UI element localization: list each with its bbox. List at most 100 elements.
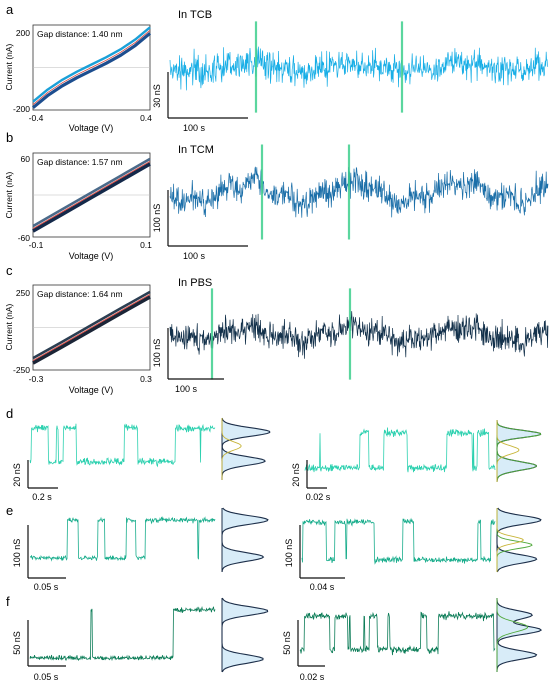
scalebar-x-label-d-right: 0.02 s xyxy=(306,492,331,502)
iv-gap-label-c: Gap distance: 1.64 nm xyxy=(37,289,123,299)
scalebar-x-label-a: 100 s xyxy=(183,123,206,133)
panel-letter-b: b xyxy=(6,130,13,145)
scalebar-x-label-f-left: 0.05 s xyxy=(34,672,59,682)
scalebar-y-label-d-left: 20 nS xyxy=(12,463,22,487)
iv-ytick-bottom-c: -250 xyxy=(13,365,30,375)
histogram-e-right xyxy=(496,507,542,573)
scalebar-y-label-c: 100 nS xyxy=(152,339,162,368)
iv-xtick-left-b: -0.1 xyxy=(29,240,44,250)
iv-curve-b-2 xyxy=(32,161,151,229)
panel-letter-f: f xyxy=(6,594,10,609)
iv-ylabel-c: Current (nA) xyxy=(4,303,14,350)
hist-d-right-fill xyxy=(497,420,541,482)
iv-xtick-right-b: 0.1 xyxy=(140,240,152,250)
iv-ylabel-b: Current (nA) xyxy=(4,171,14,218)
iv-curve-a-0 xyxy=(31,32,152,109)
iv-curve-b-1 xyxy=(32,157,151,228)
trace-f-left xyxy=(29,605,216,662)
panel-letter-d: d xyxy=(6,406,13,421)
hist-f-right-envelope xyxy=(496,598,543,672)
iv-xtick-right-a: 0.4 xyxy=(140,113,152,123)
trace-f-right xyxy=(299,611,496,656)
iv-gap-label-b: Gap distance: 1.57 nm xyxy=(37,157,123,167)
scalebar-e-left: 100 nS 0.05 s xyxy=(12,525,66,592)
histogram-e-left xyxy=(221,507,269,573)
panel-c: c Gap distance: 1.64 nm 250 -250 -0.3 0.… xyxy=(4,263,549,395)
iv-curve-c-1 xyxy=(32,290,151,360)
iv-xtick-left-a: -0.4 xyxy=(29,113,44,123)
iv-xtick-left-c: -0.3 xyxy=(29,374,44,384)
iv-gap-label-a: Gap distance: 1.40 nm xyxy=(37,29,123,39)
scalebar-y-label-e-right: 100 nS xyxy=(284,539,294,568)
iv-curve-a-1 xyxy=(32,26,151,103)
scalebar-c: 100 nS 100 s xyxy=(152,328,224,394)
hist-e-right-component-1 xyxy=(496,508,525,572)
iv-curve-b-0 xyxy=(32,162,151,233)
trace-d-left-signal xyxy=(29,423,216,468)
iv-plot-c: Gap distance: 1.64 nm 250 -250 -0.3 0.3 … xyxy=(4,284,152,395)
iv-curve-c-2 xyxy=(32,294,151,361)
trace-e-right-signal xyxy=(301,517,496,565)
iv-curve-a-2 xyxy=(32,29,151,106)
scalebar-f-left: 50 nS 0.05 s xyxy=(12,620,66,682)
iv-xlabel-b: Voltage (V) xyxy=(69,251,114,261)
hist-f-right-component-0 xyxy=(496,598,529,672)
trace-e-right xyxy=(301,517,496,565)
scalebar-a: 30 nS 100 s xyxy=(152,72,248,133)
hist-d-right-component-2 xyxy=(496,420,520,482)
trace-e-left-signal xyxy=(29,516,216,562)
trace-d-left xyxy=(29,423,216,468)
panel-b: b Gap distance: 1.57 nm 60 -60 -0.1 0.1 … xyxy=(4,130,549,261)
trace-c-signal xyxy=(169,311,549,359)
panel-letter-c: c xyxy=(6,263,13,278)
scalebar-y-label-f-right: 50 nS xyxy=(282,631,292,655)
iv-xlabel-a: Voltage (V) xyxy=(69,123,114,133)
scalebar-d-left: 20 nS 0.2 s xyxy=(12,460,58,502)
trace-d-right-signal xyxy=(304,427,496,473)
trace-b-signal xyxy=(169,166,549,218)
iv-ytick-bottom-b: -60 xyxy=(18,233,31,243)
iv-plot-b: Gap distance: 1.57 nm 60 -60 -0.1 0.1 Vo… xyxy=(4,152,152,261)
scalebar-b: 100 nS 100 s xyxy=(152,190,248,261)
histogram-d-right xyxy=(496,419,542,483)
panel-letter-e: e xyxy=(6,503,13,518)
trace-condition-c: In PBS xyxy=(178,277,212,289)
panel-e: e 100 nS 0.05 s 100 nS 0.04 s xyxy=(6,503,542,592)
iv-plot-a: Gap distance: 1.40 nm 200 -200 -0.4 0.4 … xyxy=(4,24,152,133)
iv-ytick-top-a: 200 xyxy=(16,28,30,38)
scalebar-e-right: 100 nS 0.04 s xyxy=(284,525,345,592)
histogram-d-left xyxy=(221,417,271,480)
trace-f-left-signal xyxy=(29,605,216,662)
trace-condition-b: In TCM xyxy=(178,144,214,156)
scalebar-x-label-b: 100 s xyxy=(183,251,206,261)
scalebar-x-label-d-left: 0.2 s xyxy=(32,492,52,502)
hist-e-left-fill xyxy=(222,508,268,572)
scalebar-y-label-d-right: 20 nS xyxy=(291,463,301,487)
scalebar-f-right: 50 nS 0.02 s xyxy=(282,620,325,682)
iv-xtick-right-c: 0.3 xyxy=(140,374,152,384)
panel-letter-a: a xyxy=(6,2,14,17)
panel-d: d 20 nS 0.2 s 20 nS 0.02 s xyxy=(6,406,542,502)
scalebar-y-label-e-left: 100 nS xyxy=(12,539,22,568)
trace-c xyxy=(169,288,549,380)
hist-e-right-fill xyxy=(497,508,541,572)
trace-a xyxy=(169,21,549,113)
iv-ytick-top-c: 250 xyxy=(16,288,30,298)
trace-d-right xyxy=(304,427,496,473)
iv-ytick-bottom-a: -200 xyxy=(13,104,30,114)
trace-f-right-signal xyxy=(299,611,496,656)
scalebar-x-label-e-left: 0.05 s xyxy=(34,582,59,592)
scalebar-y-label-a: 30 nS xyxy=(152,84,162,108)
trace-condition-a: In TCB xyxy=(178,9,212,21)
scalebar-d-right: 20 nS 0.02 s xyxy=(291,460,331,502)
panel-a: a Gap distance: 1.40 nm 200 -200 -0.4 0.… xyxy=(4,2,549,133)
scalebar-x-label-c: 100 s xyxy=(175,384,198,394)
panel-f: f 50 nS 0.05 s 50 nS 0.02 s xyxy=(6,594,543,682)
histogram-f-left xyxy=(221,597,269,673)
trace-a-signal xyxy=(169,46,549,91)
hist-d-left-envelope xyxy=(221,417,271,480)
hist-d-left-component-0 xyxy=(221,418,242,480)
trace-b xyxy=(169,144,549,240)
scalebar-y-label-b: 100 nS xyxy=(152,204,162,233)
